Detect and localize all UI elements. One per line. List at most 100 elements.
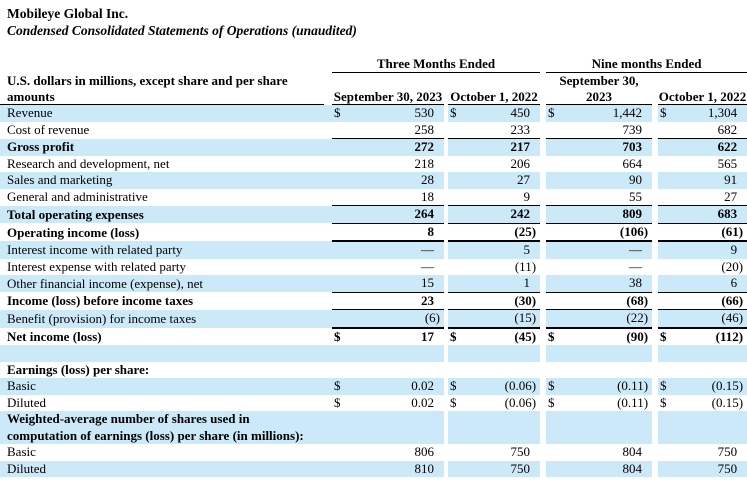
currency-symbol-cell	[658, 292, 673, 310]
currency-symbol-cell	[546, 292, 561, 310]
value-cell: 622	[672, 138, 747, 156]
currency-symbol-cell	[332, 292, 346, 310]
value-cell: (0.15)	[672, 378, 747, 395]
spacer-cell	[324, 138, 332, 156]
table-row: Other financial income (expense), net 15 1…	[0, 275, 747, 293]
spacer-cell	[0, 55, 332, 73]
value-cell	[346, 345, 444, 362]
value-cell: 9	[672, 241, 747, 259]
value-cell: 90	[560, 172, 653, 189]
value-cell: 206	[510, 155, 531, 171]
row-label: Diluted	[0, 460, 324, 477]
row-label: Net income (loss)	[7, 328, 102, 344]
currency-symbol-cell	[546, 241, 561, 259]
currency-symbol-cell	[658, 241, 673, 259]
currency-symbol-cell	[448, 275, 462, 293]
currency-symbol-cell	[332, 172, 346, 189]
currency-symbol-cell	[332, 259, 346, 276]
row-label: Research and development, net	[7, 155, 170, 171]
currency-symbol-cell	[658, 172, 673, 189]
currency-symbol-cell	[546, 188, 561, 206]
col-header-9m-2022: October 1, 2022	[658, 72, 747, 105]
currency-symbol-cell	[658, 411, 673, 444]
currency-symbol-cell	[658, 345, 673, 362]
value-cell: 217	[462, 138, 541, 156]
value-cell: (66)	[672, 292, 747, 310]
spacer-cell	[324, 444, 332, 461]
value-cell: 0.02	[346, 378, 444, 395]
value-cell: (20)	[721, 258, 744, 274]
period-group-header-row: Three Months Ended Nine months Ended	[0, 55, 747, 73]
currency-symbol-cell: $	[332, 104, 346, 122]
statement-of-operations-table: Three Months Ended Nine months Ended U.S…	[0, 55, 747, 477]
value-cell: (22)	[560, 309, 653, 329]
currency-symbol-cell	[332, 241, 346, 259]
value-cell: 1	[462, 275, 541, 293]
row-label: Basic	[0, 378, 324, 395]
value-cell: (0.11)	[560, 378, 653, 395]
spacer-cell	[540, 345, 547, 362]
value-cell	[462, 345, 541, 362]
currency-symbol-cell: $	[450, 328, 457, 344]
currency-symbol-cell	[332, 138, 346, 156]
table-row: Weighted-average number of shares used i…	[0, 411, 747, 444]
value-cell: 809	[560, 205, 653, 224]
currency-symbol-cell: $	[450, 394, 457, 410]
row-label: Basic	[7, 444, 36, 459]
value-cell: —	[346, 241, 444, 259]
value-cell: 5	[462, 241, 541, 259]
currency-symbol-cell	[448, 345, 462, 362]
currency-symbol-cell	[448, 309, 462, 329]
value-cell	[560, 411, 653, 444]
value-cell: 750	[672, 460, 747, 477]
table-row: Basic 806 750 804 750	[0, 444, 747, 461]
spacer-cell	[444, 309, 448, 328]
currency-symbol-cell	[658, 362, 672, 379]
currency-symbol-cell	[332, 411, 346, 444]
currency-symbol-cell: $	[332, 378, 346, 395]
value-cell	[462, 362, 540, 379]
currency-symbol-cell: $	[548, 394, 555, 410]
currency-symbol-cell	[546, 345, 561, 362]
value-cell: 15	[346, 275, 444, 293]
currency-symbol-cell	[448, 188, 462, 206]
spacer-cell	[324, 292, 332, 310]
spacer-cell	[652, 275, 659, 292]
value-cell: (68)	[560, 292, 653, 310]
currency-symbol-cell	[658, 188, 673, 206]
value-cell	[346, 362, 444, 379]
table-row: Operating income (loss) 8 (25) (106) (61)	[0, 223, 747, 242]
col-header-9m-2023: September 30, 2023	[546, 72, 653, 105]
currency-symbol-cell: $	[448, 104, 462, 122]
value-cell: (0.15)	[711, 394, 744, 410]
currency-symbol-cell	[448, 121, 462, 139]
currency-symbol-cell	[546, 138, 561, 156]
spacer-cell	[324, 189, 332, 206]
spacer-cell	[444, 444, 448, 461]
spacer-cell	[324, 411, 332, 444]
spacer-cell	[444, 345, 448, 362]
spacer-cell	[324, 241, 332, 259]
spacer-cell	[540, 411, 547, 444]
spacer-cell	[444, 258, 448, 275]
row-label: Cost of revenue	[7, 122, 90, 137]
spacer-cell	[324, 378, 332, 395]
spacer-cell	[324, 122, 332, 139]
currency-symbol-cell	[546, 275, 561, 293]
currency-symbol-cell	[332, 156, 346, 173]
value-cell: 810	[346, 460, 444, 477]
spacer-cell	[324, 205, 332, 223]
spacer-cell	[540, 172, 547, 189]
currency-symbol-cell	[546, 223, 561, 242]
value-cell	[560, 345, 653, 362]
value-cell: 9	[462, 188, 541, 206]
col-group-nine-months: Nine months Ended	[546, 55, 747, 73]
currency-symbol-cell	[546, 362, 560, 379]
currency-symbol-cell: $	[660, 328, 667, 344]
value-cell: —	[629, 258, 643, 274]
currency-symbol-cell	[332, 223, 346, 242]
value-cell: (46)	[672, 309, 747, 329]
currency-symbol-cell	[448, 362, 462, 379]
currency-symbol-cell	[448, 411, 462, 444]
spacer-cell	[444, 241, 448, 259]
